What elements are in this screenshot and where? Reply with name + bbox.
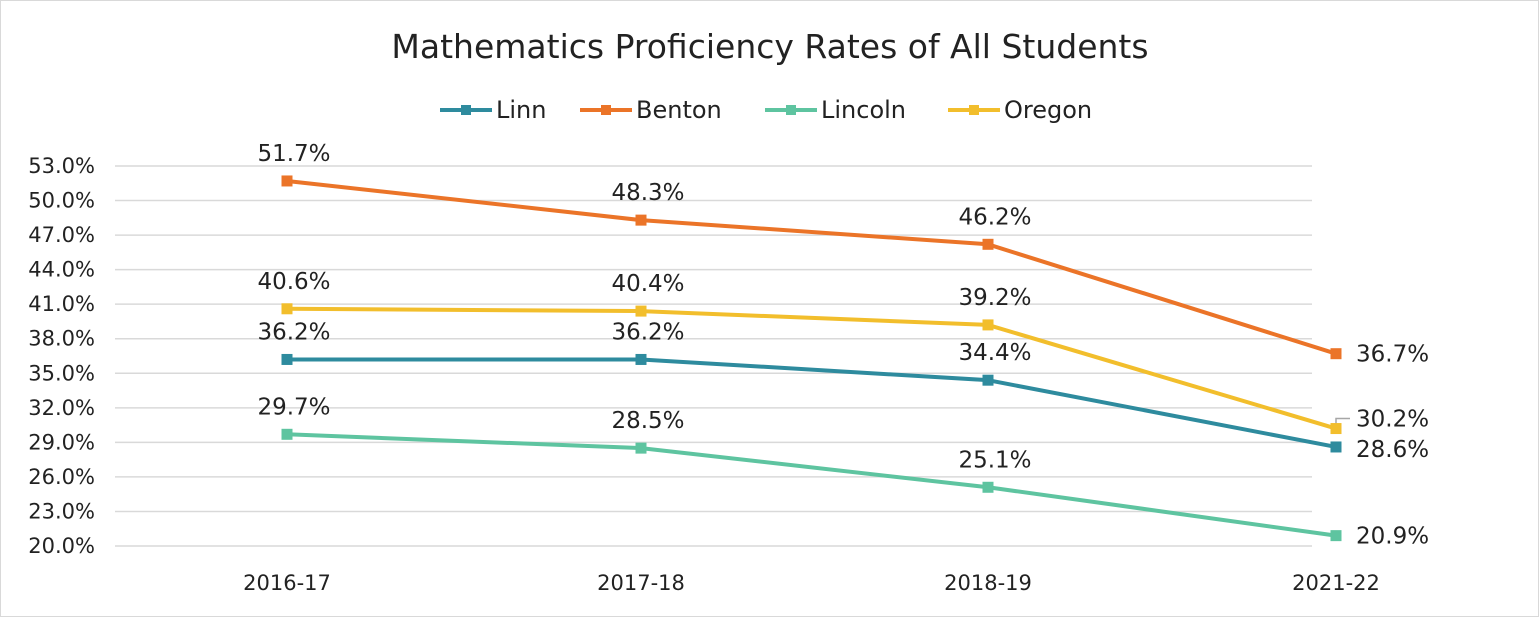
legend-label-oregon: Oregon bbox=[1004, 96, 1092, 124]
data-point-benton bbox=[635, 214, 647, 226]
y-tick-label: 44.0% bbox=[28, 258, 95, 282]
y-tick-label: 32.0% bbox=[28, 396, 95, 420]
series-line-lincoln bbox=[285, 432, 1338, 538]
data-point-lincoln bbox=[1330, 530, 1342, 542]
legend-marker-oregon bbox=[969, 105, 979, 115]
data-point-benton bbox=[1330, 348, 1342, 360]
data-label-benton: 51.7% bbox=[257, 141, 330, 167]
series-lines bbox=[285, 178, 1338, 538]
data-label-lincoln: 28.5% bbox=[611, 408, 684, 434]
y-tick-label: 50.0% bbox=[28, 189, 95, 213]
data-point-oregon bbox=[281, 303, 293, 315]
gridlines bbox=[115, 165, 1312, 547]
legend-label-lincoln: Lincoln bbox=[821, 96, 906, 124]
y-tick-label: 47.0% bbox=[28, 223, 95, 247]
data-label-benton: 36.7% bbox=[1356, 342, 1429, 368]
x-category-label: 2016-17 bbox=[243, 571, 331, 595]
y-tick-label: 35.0% bbox=[28, 361, 95, 385]
x-axis-categories: 2016-17 2017-18 2018-19 2021-22 bbox=[243, 571, 1380, 595]
legend-marker-linn bbox=[461, 105, 471, 115]
y-tick-label: 26.0% bbox=[28, 465, 95, 489]
data-label-benton: 48.3% bbox=[611, 180, 684, 206]
series-markers bbox=[281, 175, 1342, 542]
legend-marker-lincoln bbox=[786, 105, 796, 115]
legend-label-linn: Linn bbox=[496, 96, 546, 124]
data-label-linn: 36.2% bbox=[611, 319, 684, 345]
data-label-linn: 34.4% bbox=[958, 340, 1031, 366]
series-line-benton bbox=[285, 178, 1338, 356]
data-label-linn: 28.6% bbox=[1356, 437, 1429, 463]
data-point-benton bbox=[281, 175, 293, 187]
data-point-lincoln bbox=[982, 481, 994, 493]
y-tick-label: 41.0% bbox=[28, 292, 95, 316]
data-point-lincoln bbox=[281, 428, 293, 440]
data-label-oregon: 39.2% bbox=[958, 285, 1031, 311]
data-labels: 36.2% 36.2% 34.4% 28.6% 51.7% 48.3% 46.2% 36.7%… bbox=[257, 141, 1429, 550]
x-category-label: 2018-19 bbox=[944, 571, 1032, 595]
legend-marker-benton bbox=[601, 105, 611, 115]
data-label-oregon: 40.4% bbox=[611, 271, 684, 297]
data-point-linn bbox=[635, 353, 647, 365]
x-category-label: 2017-18 bbox=[597, 571, 685, 595]
data-point-oregon bbox=[635, 305, 647, 317]
data-label-lincoln: 29.7% bbox=[257, 394, 330, 420]
y-tick-label: 23.0% bbox=[28, 499, 95, 523]
data-point-linn bbox=[982, 374, 994, 386]
y-axis-ticks: 53.0% 50.0% 47.0% 44.0% 41.0% 38.0% 35.0% 32.0%… bbox=[28, 154, 95, 558]
data-label-oregon: 40.6% bbox=[257, 269, 330, 295]
data-label-linn: 36.2% bbox=[257, 319, 330, 345]
x-category-label: 2021-22 bbox=[1292, 571, 1380, 595]
data-label-lincoln: 20.9% bbox=[1356, 524, 1429, 550]
y-tick-label: 38.0% bbox=[28, 327, 95, 351]
series-line-linn bbox=[285, 357, 1338, 449]
legend-label-benton: Benton bbox=[636, 96, 722, 124]
y-tick-label: 53.0% bbox=[28, 154, 95, 178]
chart-title: Mathematics Proficiency Rates of All Stu… bbox=[391, 27, 1148, 66]
data-label-oregon: 30.2% bbox=[1356, 407, 1429, 433]
data-point-benton bbox=[982, 238, 994, 250]
data-label-lincoln: 25.1% bbox=[958, 447, 1031, 473]
data-point-lincoln bbox=[635, 442, 647, 454]
y-tick-label: 20.0% bbox=[28, 534, 95, 558]
series-line-oregon bbox=[285, 306, 1338, 431]
data-point-oregon bbox=[982, 319, 994, 331]
data-point-oregon bbox=[1330, 423, 1342, 435]
legend: Linn Benton Lincoln Oregon bbox=[440, 96, 1092, 124]
y-tick-label: 29.0% bbox=[28, 430, 95, 454]
data-point-linn bbox=[281, 353, 293, 365]
data-label-benton: 46.2% bbox=[958, 204, 1031, 230]
data-point-linn bbox=[1330, 441, 1342, 453]
